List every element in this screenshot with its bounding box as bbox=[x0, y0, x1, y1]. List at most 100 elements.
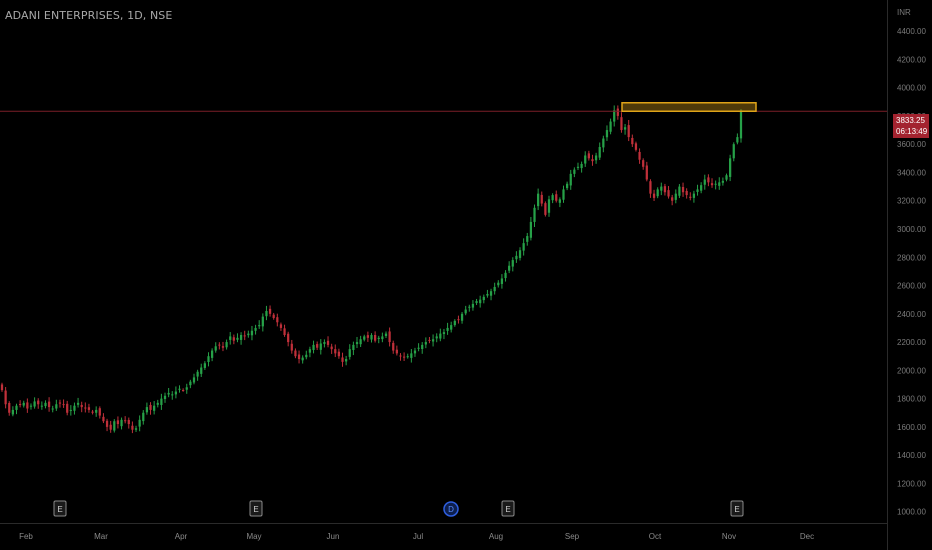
candle-body[interactable] bbox=[602, 138, 605, 148]
candle-body[interactable] bbox=[11, 409, 14, 415]
candle-body[interactable] bbox=[736, 137, 739, 143]
candle-body[interactable] bbox=[127, 419, 130, 425]
candle-body[interactable] bbox=[192, 377, 196, 383]
candle-body[interactable] bbox=[493, 286, 496, 292]
candle-body[interactable] bbox=[370, 335, 373, 340]
candle-body[interactable] bbox=[124, 420, 127, 422]
candle-body[interactable] bbox=[609, 121, 612, 132]
candle-body[interactable] bbox=[692, 193, 696, 198]
candle-body[interactable] bbox=[558, 199, 561, 203]
candle-body[interactable] bbox=[605, 130, 609, 138]
candle-body[interactable] bbox=[116, 420, 120, 425]
candle-body[interactable] bbox=[167, 392, 170, 395]
candle-body[interactable] bbox=[178, 388, 181, 390]
candle-body[interactable] bbox=[243, 335, 246, 337]
candle-body[interactable] bbox=[196, 371, 199, 377]
candle-body[interactable] bbox=[247, 333, 250, 336]
candle-body[interactable] bbox=[450, 325, 453, 330]
candle-body[interactable] bbox=[392, 342, 395, 351]
candle-body[interactable] bbox=[486, 294, 489, 296]
candle-body[interactable] bbox=[613, 110, 616, 122]
candle-body[interactable] bbox=[225, 342, 228, 348]
candle-body[interactable] bbox=[149, 404, 152, 410]
candle-body[interactable] bbox=[352, 344, 355, 350]
candles[interactable] bbox=[0, 105, 743, 434]
candle-body[interactable] bbox=[359, 339, 362, 345]
candle-body[interactable] bbox=[598, 147, 601, 158]
candle-body[interactable] bbox=[142, 412, 145, 422]
candle-body[interactable] bbox=[544, 203, 547, 215]
candle-body[interactable] bbox=[739, 111, 743, 139]
candle-body[interactable] bbox=[366, 335, 370, 338]
candle-body[interactable] bbox=[710, 183, 714, 186]
candle-body[interactable] bbox=[551, 195, 554, 201]
candle-body[interactable] bbox=[707, 177, 710, 183]
candle-body[interactable] bbox=[388, 331, 391, 343]
candle-body[interactable] bbox=[26, 402, 29, 409]
candle-body[interactable] bbox=[529, 221, 533, 238]
candle-body[interactable] bbox=[373, 335, 377, 341]
candle-body[interactable] bbox=[363, 336, 366, 340]
candle-body[interactable] bbox=[656, 189, 659, 197]
candle-body[interactable] bbox=[76, 402, 80, 405]
candle-body[interactable] bbox=[696, 189, 699, 192]
candle-body[interactable] bbox=[663, 186, 667, 193]
candle-body[interactable] bbox=[511, 260, 514, 267]
candle-body[interactable] bbox=[732, 144, 735, 159]
candle-body[interactable] bbox=[515, 255, 518, 260]
candle-body[interactable] bbox=[69, 409, 72, 411]
candle-body[interactable] bbox=[678, 186, 681, 196]
candle-body[interactable] bbox=[283, 328, 286, 336]
candle-body[interactable] bbox=[508, 265, 511, 271]
candle-body[interactable] bbox=[210, 350, 214, 358]
candle-body[interactable] bbox=[33, 401, 36, 407]
candle-body[interactable] bbox=[475, 301, 478, 304]
candle-body[interactable] bbox=[587, 153, 590, 159]
candle-body[interactable] bbox=[576, 166, 580, 168]
candle-body[interactable] bbox=[265, 310, 268, 317]
candle-body[interactable] bbox=[287, 333, 290, 343]
candle-body[interactable] bbox=[464, 309, 467, 314]
candle-body[interactable] bbox=[4, 390, 7, 405]
candle-body[interactable] bbox=[160, 398, 163, 405]
candle-body[interactable] bbox=[182, 389, 185, 391]
candle-body[interactable] bbox=[156, 402, 159, 405]
candle-body[interactable] bbox=[384, 333, 388, 336]
candle-body[interactable] bbox=[660, 186, 663, 191]
candle-body[interactable] bbox=[580, 163, 583, 169]
candle-body[interactable] bbox=[620, 117, 623, 131]
candle-body[interactable] bbox=[337, 351, 341, 357]
candle-body[interactable] bbox=[348, 349, 351, 357]
candle-body[interactable] bbox=[113, 421, 116, 431]
candle-body[interactable] bbox=[301, 357, 304, 361]
candle-body[interactable] bbox=[471, 303, 475, 308]
candle-body[interactable] bbox=[435, 336, 438, 339]
candle-body[interactable] bbox=[98, 408, 101, 416]
earnings-marker[interactable]: E bbox=[730, 500, 744, 517]
candle-body[interactable] bbox=[221, 346, 225, 348]
candle-body[interactable] bbox=[37, 400, 40, 405]
candle-body[interactable] bbox=[22, 402, 25, 406]
candle-body[interactable] bbox=[229, 336, 232, 340]
candle-body[interactable] bbox=[290, 343, 293, 351]
candle-body[interactable] bbox=[468, 306, 471, 308]
candle-body[interactable] bbox=[29, 405, 33, 407]
candle-body[interactable] bbox=[721, 180, 725, 183]
candle-body[interactable] bbox=[453, 320, 456, 326]
candle-body[interactable] bbox=[569, 173, 572, 186]
candle-body[interactable] bbox=[84, 407, 87, 409]
candle-body[interactable] bbox=[305, 354, 308, 358]
candle-body[interactable] bbox=[258, 325, 261, 327]
candle-body[interactable] bbox=[8, 402, 11, 413]
candle-body[interactable] bbox=[330, 346, 333, 350]
candle-body[interactable] bbox=[421, 344, 424, 349]
candle-body[interactable] bbox=[504, 272, 507, 279]
candle-body[interactable] bbox=[254, 327, 257, 331]
candle-body[interactable] bbox=[120, 419, 123, 427]
candle-body[interactable] bbox=[232, 337, 235, 341]
candle-body[interactable] bbox=[584, 155, 587, 164]
candle-body[interactable] bbox=[457, 319, 460, 321]
candle-body[interactable] bbox=[200, 367, 203, 374]
candle-body[interactable] bbox=[153, 405, 156, 411]
candle-body[interactable] bbox=[326, 340, 330, 345]
